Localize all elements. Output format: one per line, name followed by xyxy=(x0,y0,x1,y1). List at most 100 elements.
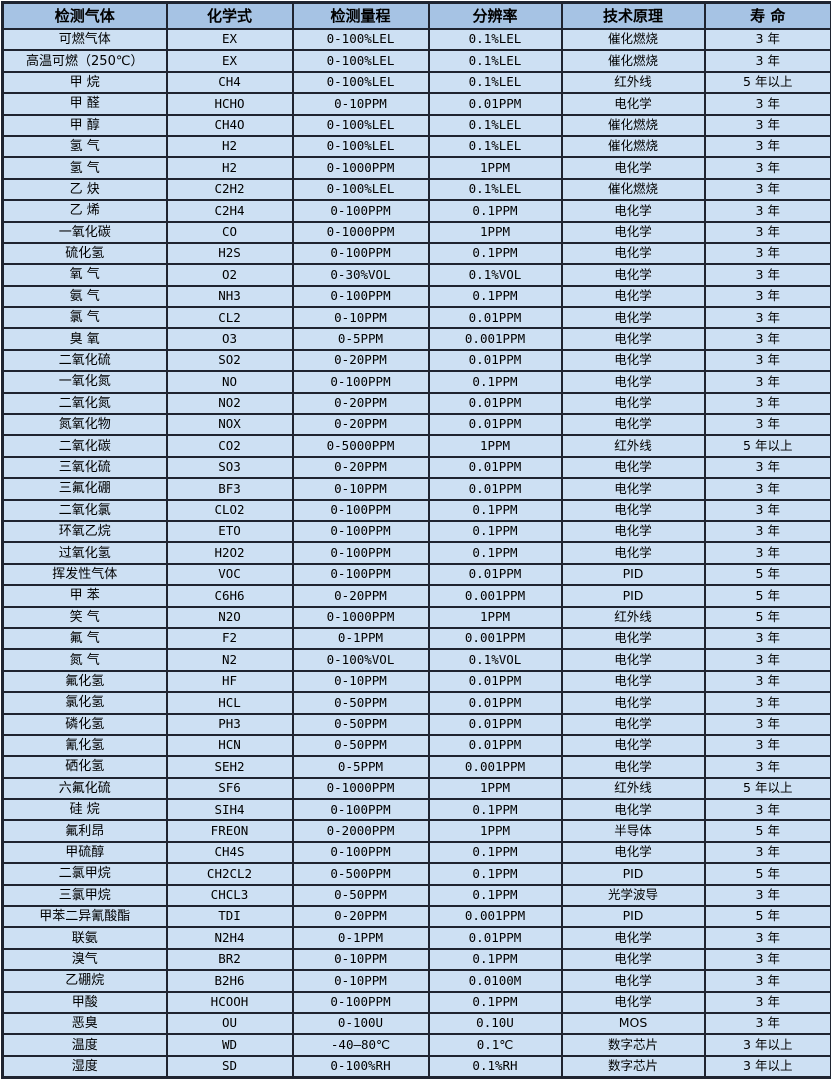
cell-gas: 三氟化硼 xyxy=(3,478,167,499)
cell-range: 0-1PPM xyxy=(293,628,429,649)
cell-range: 0-100PPM xyxy=(293,286,429,307)
cell-lifespan: 3 年 xyxy=(705,328,831,349)
cell-lifespan: 3 年 xyxy=(705,286,831,307)
cell-lifespan: 3 年 xyxy=(705,927,831,948)
cell-lifespan: 3 年 xyxy=(705,29,831,50)
cell-range: 0-100%VOL xyxy=(293,649,429,670)
cell-principle: PID xyxy=(562,564,705,585)
cell-lifespan: 5 年 xyxy=(705,863,831,884)
cell-range: 0-20PPM xyxy=(293,457,429,478)
cell-gas: 二氧化碳 xyxy=(3,435,167,456)
cell-resolution: 0.1%RH xyxy=(429,1056,562,1078)
cell-formula: N2H4 xyxy=(167,927,293,948)
cell-gas: 甲 醛 xyxy=(3,93,167,114)
column-header-lifespan: 寿 命 xyxy=(705,3,831,30)
cell-lifespan: 3 年 xyxy=(705,93,831,114)
cell-range: 0-100PPM xyxy=(293,200,429,221)
cell-resolution: 1PPM xyxy=(429,435,562,456)
cell-lifespan: 3 年 xyxy=(705,1013,831,1034)
cell-gas: 乙硼烷 xyxy=(3,970,167,991)
cell-resolution: 0.1%LEL xyxy=(429,179,562,200)
cell-lifespan: 3 年 xyxy=(705,500,831,521)
cell-resolution: 0.1PPM xyxy=(429,992,562,1013)
cell-lifespan: 3 年 xyxy=(705,136,831,157)
cell-range: 0-5PPM xyxy=(293,756,429,777)
cell-principle: 电化学 xyxy=(562,200,705,221)
cell-principle: 电化学 xyxy=(562,992,705,1013)
table-header: 检测气体 化学式 检测量程 分辨率 技术原理 寿 命 xyxy=(3,3,831,30)
cell-gas: 三氧化硫 xyxy=(3,457,167,478)
cell-resolution: 0.1PPM xyxy=(429,286,562,307)
cell-gas: 氟 气 xyxy=(3,628,167,649)
cell-formula: CH4O xyxy=(167,115,293,136)
cell-formula: CL2 xyxy=(167,307,293,328)
cell-formula: EX xyxy=(167,29,293,50)
cell-resolution: 0.001PPM xyxy=(429,328,562,349)
cell-principle: 电化学 xyxy=(562,286,705,307)
cell-lifespan: 3 年 xyxy=(705,307,831,328)
cell-lifespan: 3 年 xyxy=(705,970,831,991)
cell-formula: PH3 xyxy=(167,714,293,735)
cell-range: 0-2000PPM xyxy=(293,820,429,841)
cell-lifespan: 3 年 xyxy=(705,115,831,136)
cell-resolution: 0.1%LEL xyxy=(429,115,562,136)
cell-gas: 挥发性气体 xyxy=(3,564,167,585)
cell-lifespan: 5 年 xyxy=(705,820,831,841)
cell-principle: 电化学 xyxy=(562,714,705,735)
cell-principle: 电化学 xyxy=(562,542,705,563)
cell-range: 0-100PPM xyxy=(293,842,429,863)
cell-lifespan: 3 年 xyxy=(705,414,831,435)
cell-formula: NOX xyxy=(167,414,293,435)
cell-resolution: 0.1%LEL xyxy=(429,72,562,93)
cell-formula: SIH4 xyxy=(167,799,293,820)
cell-range: 0-100%LEL xyxy=(293,50,429,71)
cell-formula: CH4 xyxy=(167,72,293,93)
cell-gas: 氟利昂 xyxy=(3,820,167,841)
cell-resolution: 0.001PPM xyxy=(429,906,562,927)
cell-gas: 甲硫醇 xyxy=(3,842,167,863)
cell-principle: 红外线 xyxy=(562,607,705,628)
cell-resolution: 0.01PPM xyxy=(429,564,562,585)
cell-lifespan: 3 年 xyxy=(705,179,831,200)
cell-range: 0-50PPM xyxy=(293,735,429,756)
cell-lifespan: 3 年 xyxy=(705,756,831,777)
cell-gas: 甲酸 xyxy=(3,992,167,1013)
cell-range: 0-5PPM xyxy=(293,328,429,349)
cell-principle: PID xyxy=(562,585,705,606)
cell-resolution: 0.01PPM xyxy=(429,350,562,371)
cell-principle: 电化学 xyxy=(562,478,705,499)
cell-formula: CHCL3 xyxy=(167,885,293,906)
cell-range: 0-20PPM xyxy=(293,414,429,435)
cell-resolution: 0.1%VOL xyxy=(429,264,562,285)
cell-range: 0-500PPM xyxy=(293,863,429,884)
cell-gas: 氢 气 xyxy=(3,136,167,157)
cell-range: -40—80℃ xyxy=(293,1034,429,1055)
cell-formula: SO2 xyxy=(167,350,293,371)
cell-range: 0-100%LEL xyxy=(293,136,429,157)
cell-principle: MOS xyxy=(562,1013,705,1034)
cell-gas: 溴气 xyxy=(3,949,167,970)
cell-principle: 红外线 xyxy=(562,435,705,456)
cell-resolution: 0.001PPM xyxy=(429,628,562,649)
cell-range: 0-10PPM xyxy=(293,949,429,970)
cell-gas: 臭 氧 xyxy=(3,328,167,349)
column-header-gas: 检测气体 xyxy=(3,3,167,30)
cell-principle: 半导体 xyxy=(562,820,705,841)
cell-lifespan: 3 年 xyxy=(705,222,831,243)
cell-range: 0-10PPM xyxy=(293,478,429,499)
cell-principle: 电化学 xyxy=(562,328,705,349)
cell-range: 0-100PPM xyxy=(293,243,429,264)
cell-principle: 电化学 xyxy=(562,799,705,820)
